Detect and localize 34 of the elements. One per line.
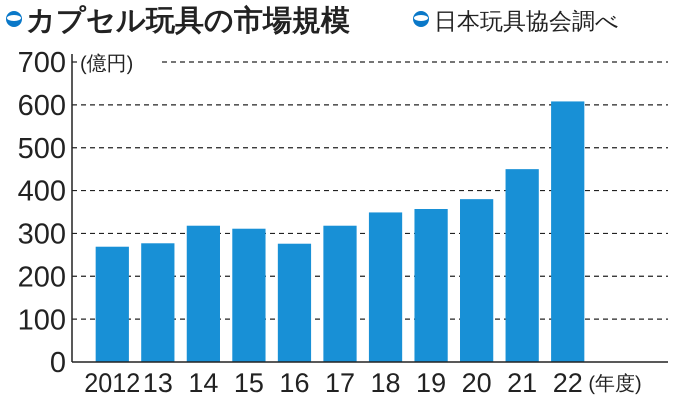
bar [414,209,448,362]
bar [278,244,312,362]
y-tick-label: 200 [18,261,66,294]
y-tick-label: 300 [18,218,66,251]
x-tick-label: 15 [234,368,264,398]
y-tick-label: 700 [18,47,66,80]
bar [323,226,357,362]
bar [141,243,174,362]
bar [460,199,494,362]
bar [506,169,539,362]
bar [186,226,220,362]
y-axis-title: (億円) [80,53,134,75]
bar [368,212,402,362]
x-tick-label: 2012 [84,368,144,398]
chart-subtitle: 日本玩具協会調べ [434,8,619,34]
bar [551,101,584,362]
bar [232,228,266,362]
x-tick-label: 20 [462,368,492,398]
x-tick-label: 18 [370,368,401,398]
x-tick-label: 14 [188,368,218,398]
x-tick-label: 16 [279,368,310,398]
chart-title: カプセル玩具の市場規模 [26,4,350,37]
y-tick-label: 600 [18,90,66,122]
x-tick-label: 19 [416,368,446,398]
y-tick-label: 100 [18,304,66,336]
x-tick-label: 13 [142,368,173,398]
x-tick-label: 17 [324,368,356,398]
x-axis-title: (年度) [588,373,642,395]
y-tick-label: 400 [18,176,66,208]
y-tick-label: 500 [18,132,66,165]
y-tick-label: 0 [50,347,66,380]
x-tick-label: 21 [507,368,538,398]
x-tick-label: 22 [552,368,583,398]
bar [96,246,129,362]
